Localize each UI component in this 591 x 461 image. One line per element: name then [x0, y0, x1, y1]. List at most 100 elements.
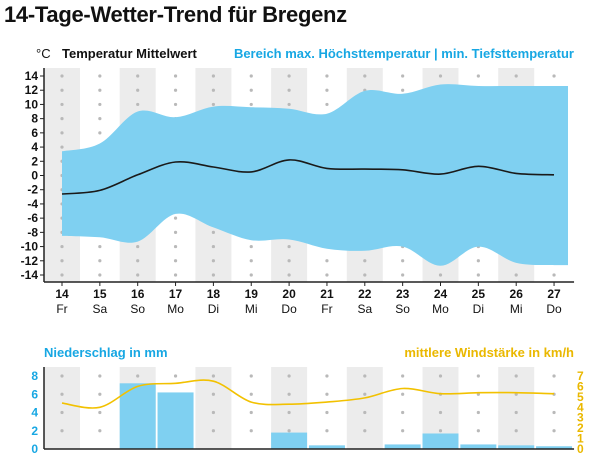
grid-dot: [401, 259, 405, 263]
grid-dot: [401, 74, 405, 78]
weekday-label: So: [130, 302, 145, 316]
y-tick-label: 14: [25, 69, 39, 83]
grid-dot: [363, 273, 367, 277]
y-tick-label: 6: [31, 126, 38, 140]
grid-dot: [552, 74, 556, 78]
grid-dot: [476, 410, 480, 415]
grid-dot: [401, 374, 405, 378]
grid-dot: [363, 259, 367, 263]
grid-dot: [438, 74, 443, 78]
grid-dot: [514, 429, 518, 433]
grid-dot: [287, 244, 291, 249]
grid-dot: [552, 410, 556, 415]
precipitation-bar: [271, 432, 308, 449]
grid-dot: [60, 74, 64, 78]
grid-dot: [552, 273, 556, 277]
day-stripe: [346, 367, 383, 449]
wind-y-tick-label: 3: [577, 411, 584, 425]
grid-dot: [211, 374, 215, 378]
day-number-label: 24: [434, 287, 448, 301]
grid-dot: [211, 74, 215, 78]
grid-dot: [98, 117, 102, 121]
grid-dot: [211, 88, 215, 92]
y-tick-label: 2: [31, 154, 38, 168]
weekday-label: Mi: [245, 302, 258, 316]
grid-dot: [173, 259, 178, 263]
weekday-label: Sa: [357, 302, 372, 316]
grid-dot: [401, 392, 405, 396]
legend-temperature-range: Bereich max. Höchsttemperatur | min. Tie…: [234, 46, 574, 61]
temperature-unit-label: °C: [36, 46, 51, 61]
grid-dot: [401, 273, 405, 277]
grid-dot: [476, 374, 480, 378]
grid-dot: [325, 374, 329, 378]
grid-dot: [98, 259, 102, 263]
day-stripe: [195, 367, 232, 449]
grid-dot: [136, 374, 140, 378]
wind-y-tick-label: 0: [577, 442, 584, 456]
grid-dot: [363, 392, 367, 396]
wind-y-tick-label: 6: [577, 379, 584, 393]
legend-wind-speed: mittlere Windstärke in km/h: [404, 345, 574, 360]
grid-dot: [325, 88, 329, 92]
grid-dot: [401, 88, 405, 92]
temperature-mean-line: [61, 159, 555, 195]
grid-dot: [60, 244, 64, 249]
grid-dot: [60, 429, 64, 433]
day-number-label: 27: [547, 287, 561, 301]
legend-mean-temperature: Temperatur Mittelwert: [62, 46, 198, 61]
grid-dot: [60, 374, 64, 378]
grid-dot: [287, 74, 291, 78]
y-tick-label: -6: [27, 211, 38, 225]
grid-dot: [60, 117, 64, 121]
grid-dot: [98, 273, 102, 277]
grid-dot: [401, 429, 405, 433]
grid-dot: [98, 429, 102, 433]
y-tick-label: 0: [31, 169, 38, 183]
grid-dot: [98, 131, 102, 135]
grid-dot: [173, 74, 178, 78]
grid-dot: [249, 392, 253, 396]
grid-dot: [249, 429, 253, 433]
day-number-label: 18: [207, 287, 221, 301]
grid-dot: [287, 259, 291, 263]
grid-dot: [325, 392, 329, 396]
grid-dot: [249, 102, 253, 107]
weekday-label: Fr: [321, 302, 332, 316]
grid-dot: [173, 230, 178, 234]
grid-dot: [173, 273, 178, 277]
grid-dot: [552, 429, 556, 433]
day-number-label: 22: [358, 287, 372, 301]
grid-dot: [476, 259, 480, 263]
grid-dot: [136, 273, 140, 277]
day-number-label: 25: [472, 287, 486, 301]
weekday-label: Mi: [510, 302, 523, 316]
precipitation-bar: [157, 392, 194, 449]
day-stripe: [44, 367, 80, 449]
precipitation-bars: [119, 383, 573, 449]
y-tick-label: 8: [31, 112, 38, 126]
grid-dot: [98, 244, 102, 249]
y-tick-label: 12: [25, 83, 39, 97]
y-tick-label: -14: [21, 268, 39, 282]
grid-dot: [60, 259, 64, 263]
grid-dot: [514, 273, 518, 277]
grid-dot: [514, 74, 518, 78]
legend-precipitation: Niederschlag in mm: [44, 345, 168, 360]
wind-y-tick-label: 1: [577, 432, 584, 446]
grid-dot: [60, 145, 64, 149]
precip-y-tick-label: 6: [31, 387, 38, 401]
weekday-label: Di: [208, 302, 219, 316]
day-number-label: 26: [510, 287, 524, 301]
grid-dot: [325, 102, 329, 107]
temperature-range-band: [62, 84, 568, 266]
grid-dot: [211, 273, 215, 277]
day-stripe: [498, 367, 535, 449]
grid-dot: [438, 429, 443, 433]
grid-dot: [60, 88, 64, 92]
y-tick-label: -10: [21, 240, 39, 254]
y-tick-label: 10: [25, 97, 39, 111]
weekday-label: Mo: [432, 302, 449, 316]
grid-dot: [211, 244, 215, 249]
